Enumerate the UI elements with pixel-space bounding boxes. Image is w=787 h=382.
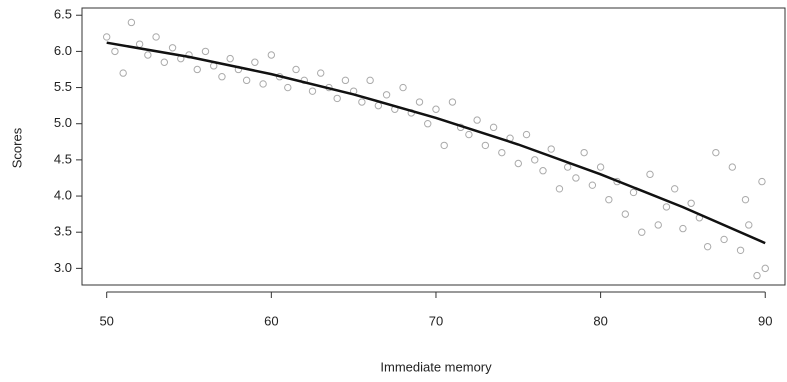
data-point [670,185,679,193]
data-point [703,242,712,251]
x-tick-label: 80 [593,313,607,328]
data-point [168,44,177,52]
data-point [185,51,193,59]
data-point [465,130,473,139]
data-point [119,69,127,77]
data-point [259,80,267,88]
data-point [638,228,646,236]
x-tick-label: 90 [758,313,772,328]
data-point [596,163,605,171]
plot-frame [81,7,786,286]
data-point [621,210,630,218]
fit-line [106,41,766,245]
data-point [555,185,564,193]
data-point [481,141,490,150]
data-point [193,65,201,74]
y-axis-label: Scores [9,127,24,168]
data-point [736,246,745,254]
data-point [226,54,234,63]
data-point [144,51,152,59]
data-point [745,221,753,229]
data-point [415,98,424,106]
data-point [531,156,539,164]
data-point [448,98,457,106]
data-point [720,235,728,244]
y-tick-label: 4.5 [54,151,72,166]
data-point [758,177,766,186]
data-point [218,73,226,81]
data-point [646,170,654,179]
data-point [654,221,662,229]
y-tick-label: 4.0 [54,187,72,202]
x-tick-label: 70 [429,313,443,328]
data-point [284,83,292,92]
data-point [605,195,613,204]
data-point [489,123,498,132]
x-tick-label: 50 [99,313,113,328]
data-point [341,76,350,85]
data-point [662,203,671,211]
data-point [753,271,761,280]
data-point [498,148,506,157]
data-point [201,47,210,56]
data-point [761,264,769,273]
data-point [135,40,144,48]
data-point [547,145,555,153]
data-point [424,120,432,128]
data-point [317,69,325,77]
data-point [539,167,547,175]
data-point [572,174,580,182]
y-tick-label: 3.5 [54,224,72,239]
data-point [358,98,366,106]
data-point [102,33,111,41]
data-point [629,188,638,197]
data-point [242,76,251,85]
data-point [563,163,572,171]
data-point [399,83,407,92]
data-point [267,51,276,59]
data-point [292,65,300,74]
data-point [514,159,522,168]
data-point [152,33,160,41]
data-point [111,47,119,56]
data-point [251,58,259,66]
data-point [432,105,440,113]
data-point [588,181,597,189]
data-point [687,199,695,207]
data-point [679,224,687,233]
data-point [366,76,374,85]
data-point [374,101,383,110]
data-point [127,18,136,27]
data-point [580,148,588,157]
data-point [160,58,169,66]
x-tick-label: 60 [264,313,278,328]
data-point [308,87,317,95]
data-point [728,163,737,171]
data-point [333,94,341,103]
y-tick-label: 3.0 [54,260,72,275]
data-point [712,148,720,157]
y-tick-label: 6.0 [54,43,72,58]
y-tick-label: 5.5 [54,79,72,94]
y-tick-label: 5.0 [54,115,72,130]
data-point [440,141,448,150]
x-axis-label: Immediate memory [380,359,492,374]
data-point [473,116,481,124]
data-point [382,91,391,99]
data-point [522,130,531,139]
y-tick-label: 6.5 [54,7,72,22]
data-point [741,195,750,204]
